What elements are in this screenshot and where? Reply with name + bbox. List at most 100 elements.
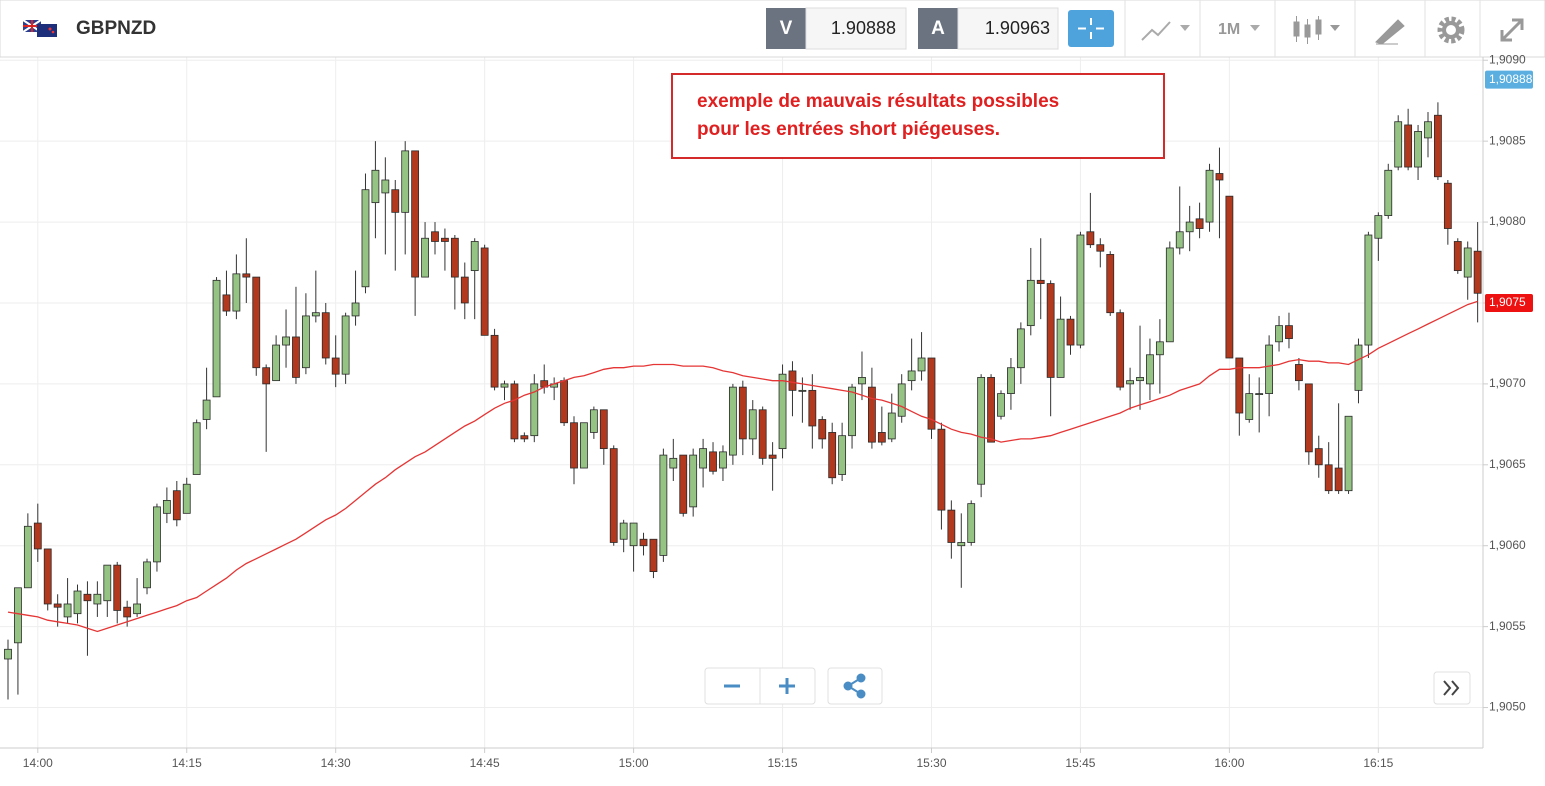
y-tick-label: 1,9080 <box>1489 214 1526 228</box>
candle-body <box>897 383 906 417</box>
zoom-controls <box>704 667 1471 705</box>
candle-type-button[interactable] <box>1293 16 1340 44</box>
candle-body <box>1155 341 1164 356</box>
candle-body <box>1285 325 1293 339</box>
candle-body <box>669 457 678 469</box>
candle-body <box>1175 231 1184 249</box>
candle-body <box>530 383 539 437</box>
candle-body <box>450 237 459 278</box>
candle-body <box>1185 221 1194 233</box>
candle-body <box>182 483 191 514</box>
candle-body <box>1443 182 1452 229</box>
settings-button[interactable] <box>1437 16 1465 44</box>
x-tick-label: 15:45 <box>1065 756 1095 770</box>
y-tick-label: 1,9055 <box>1489 619 1526 633</box>
candle-body <box>609 448 618 543</box>
candle-body <box>977 377 986 485</box>
price-tag-label: 1,90888 <box>1489 72 1533 86</box>
candle-body <box>1096 244 1105 252</box>
expand-button[interactable] <box>1500 18 1524 42</box>
candle-body <box>1215 173 1224 181</box>
candle-body <box>917 357 926 372</box>
candle-body <box>1086 231 1095 246</box>
candle-body <box>401 150 410 213</box>
price-tag-label: 1,9075 <box>1489 295 1526 309</box>
candle-body <box>331 357 340 375</box>
candle-body <box>589 409 598 433</box>
ask-label: A <box>931 18 945 39</box>
candle-body <box>818 419 827 440</box>
x-tick-label: 16:00 <box>1214 756 1244 770</box>
candle-body <box>4 648 12 660</box>
candle-body <box>927 357 936 430</box>
x-tick-label: 16:15 <box>1363 756 1393 770</box>
annotation: pour les entrées short piégeuses. <box>697 119 1000 140</box>
annotation: exemple de mauvais résultats possibles <box>697 91 1059 112</box>
crosshair-button[interactable] <box>1068 10 1114 47</box>
y-tick-label: 1,9050 <box>1489 700 1526 714</box>
candle-body <box>1434 114 1442 178</box>
candle-body <box>1453 241 1462 272</box>
candle-body <box>1036 279 1045 284</box>
bid-value-box <box>805 7 907 50</box>
marks <box>4 102 1482 700</box>
ask-box <box>918 8 958 49</box>
candle-body <box>212 279 221 398</box>
candle-body <box>1374 215 1383 239</box>
timeframe[interactable]: 1M <box>1218 21 1240 38</box>
candle-body <box>202 399 211 420</box>
candle-body <box>113 564 122 611</box>
candle-body <box>768 454 777 459</box>
share[interactable] <box>843 673 866 699</box>
candle-body <box>738 386 747 440</box>
candle-body <box>1414 131 1422 168</box>
y-tick-label: 1,9065 <box>1489 457 1526 471</box>
chart-type-button[interactable] <box>1141 21 1190 41</box>
moving-average <box>7 300 1478 633</box>
candle-body <box>1026 279 1035 327</box>
candle-body <box>371 169 380 204</box>
y-tick-label: 1,9070 <box>1489 376 1526 390</box>
candle-body <box>788 370 797 391</box>
candle-body <box>1007 367 1015 394</box>
candle-body <box>321 312 330 359</box>
candle-body <box>1165 247 1174 343</box>
candle-body <box>778 373 787 450</box>
candle-body <box>619 522 628 540</box>
candle-body <box>1304 383 1313 453</box>
candle-body <box>639 538 648 547</box>
candle-body <box>242 273 251 278</box>
candle-body <box>719 451 727 469</box>
x-tick-label: 14:45 <box>470 756 500 770</box>
axes <box>0 57 1484 749</box>
candle-body <box>1354 344 1363 391</box>
candle-body <box>153 506 161 563</box>
candle-body <box>1195 218 1204 229</box>
candle-body <box>490 334 499 388</box>
candle-body <box>987 377 995 443</box>
timeframe-caret <box>1250 25 1260 31</box>
bid-box <box>766 8 806 49</box>
candle-body <box>520 435 529 440</box>
x-tick-label: 14:30 <box>321 756 351 770</box>
ask-value: 1.90963 <box>985 18 1050 38</box>
candle-body <box>500 383 509 388</box>
candle-body <box>808 389 817 427</box>
draw-button[interactable] <box>1375 19 1405 45</box>
bid-label: V <box>780 18 793 39</box>
candle-body <box>758 409 767 459</box>
bid-value: 1.90888 <box>831 18 896 38</box>
x-tick-label: 15:15 <box>768 756 798 770</box>
candle-body <box>728 386 737 456</box>
candle-body <box>282 336 290 346</box>
candle-body <box>997 393 1005 417</box>
candle-body <box>858 377 866 385</box>
grid <box>0 57 1483 748</box>
candle-body <box>1056 318 1065 378</box>
candle-body <box>649 538 658 573</box>
candle-body <box>967 503 976 543</box>
candle-body <box>709 451 717 472</box>
candle-body <box>63 603 72 618</box>
scroll-end[interactable] <box>1443 680 1460 696</box>
zoom-in[interactable] <box>779 678 795 694</box>
